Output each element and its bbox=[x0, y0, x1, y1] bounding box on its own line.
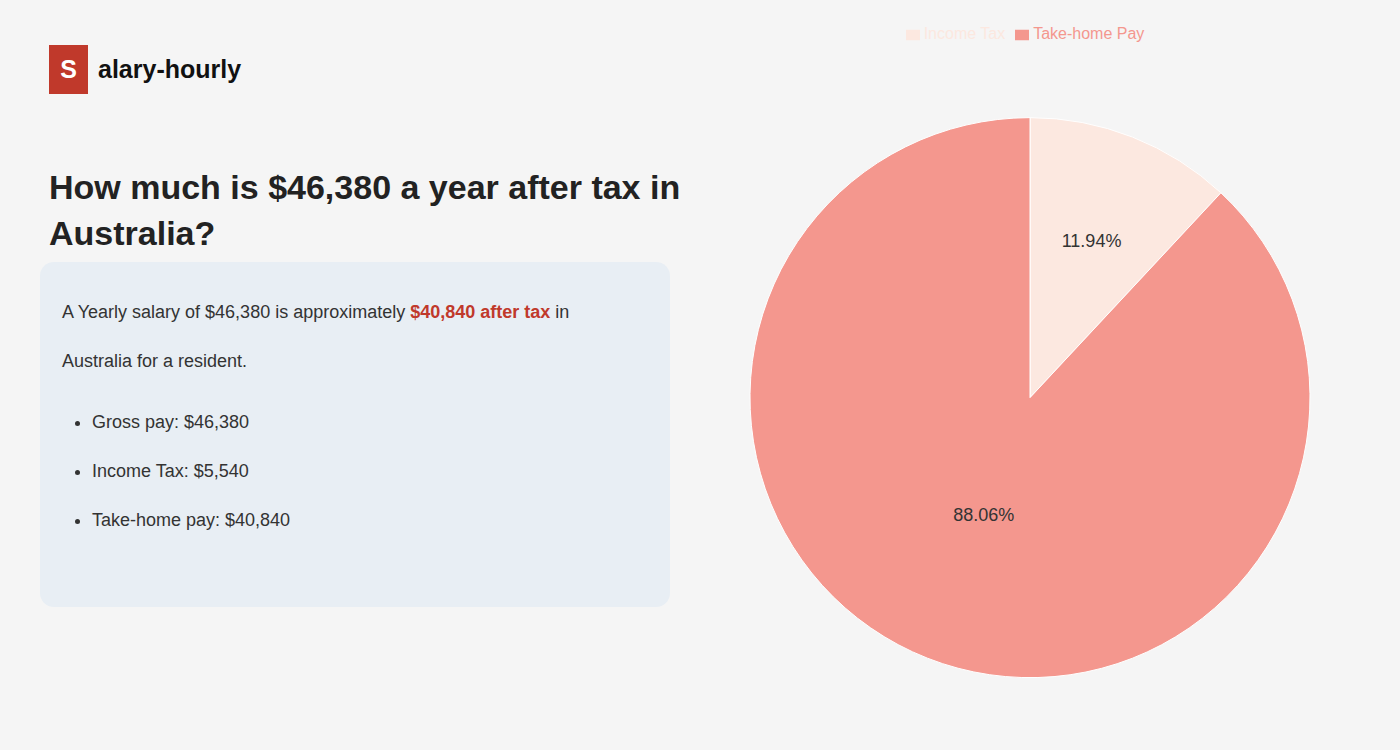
html-text:How much is $46,380 a year aft: How much is $46,380 a year after tax in … bbox=[49, 168, 681, 252]
html-text:Take-home Pay: Take-home Pay bbox=[1033, 25, 1145, 42]
html-text:S: S bbox=[60, 55, 77, 83]
html-text:Take-home pay: $40,840: Take-home pay: $40,840 bbox=[92, 510, 291, 530]
html-text:A Yearly salary of $46,380 is: A Yearly salary of $46,380 is approximat… bbox=[62, 302, 570, 322]
svg-text:11.94%: 11.94% bbox=[1062, 231, 1122, 251]
html-text:Australia for a resident.: Australia for a resident. bbox=[62, 351, 248, 371]
html-text:Gross pay: $46,380: Gross pay: $46,380 bbox=[92, 412, 250, 432]
html-text:Income Tax: $5,540: Income Tax: $5,540 bbox=[92, 461, 249, 481]
html-text:Income Tax: Income Tax bbox=[923, 25, 1006, 42]
html-text:alary-hourly: alary-hourly bbox=[98, 55, 242, 83]
svg-text:88.06%: 88.06% bbox=[953, 505, 1014, 525]
